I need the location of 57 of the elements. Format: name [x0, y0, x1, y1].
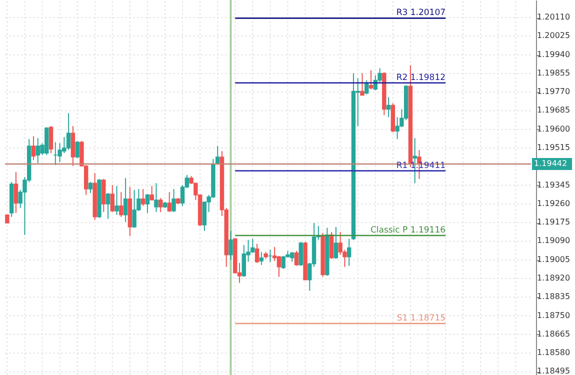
candlestick: [298, 241, 303, 266]
y-tick-label: 1.19090: [537, 236, 570, 246]
candlestick: [150, 185, 154, 200]
candlestick: [334, 226, 338, 260]
candlestick: [329, 232, 334, 260]
ref-line-label: 1.19442: [534, 159, 568, 168]
candlestick: [346, 238, 352, 266]
ref-line-label: Classic P 1.19116: [370, 226, 446, 236]
y-tick-label: 1.20110: [537, 12, 570, 22]
candlestick: [276, 255, 282, 278]
candlestick: [368, 70, 374, 90]
candlestick: [70, 126, 76, 167]
y-tick-label: 1.19770: [537, 87, 570, 96]
y-tick-label: 1.19600: [537, 124, 570, 134]
ref-line-label: R3 1.20107: [396, 8, 446, 18]
y-tick-label: 1.19005: [537, 254, 570, 264]
y-tick-label: 1.19515: [537, 143, 570, 152]
candlestick: [364, 80, 369, 95]
candlestick: [154, 182, 158, 213]
y-tick-label: 1.18495: [537, 366, 570, 375]
candlestick: [158, 198, 163, 213]
y-tick-label: 1.19855: [537, 68, 570, 78]
y-tick-label: 1.19685: [537, 106, 570, 115]
y-tick-label: 1.18920: [537, 274, 570, 283]
candlestick: [254, 243, 260, 264]
ref-line-label: R2 1.19812: [396, 72, 446, 83]
candlestick: [119, 192, 124, 218]
y-tick-label: 1.19260: [537, 198, 570, 208]
y-tick-label: 1.19940: [537, 50, 570, 59]
y-tick-label: 1.19175: [537, 218, 570, 227]
y-tick-label: 1.18750: [537, 310, 570, 320]
candlestick: [172, 188, 176, 213]
y-tick-label: 1.20025: [537, 31, 570, 40]
candlestick: [106, 192, 110, 220]
candlestick: [110, 184, 114, 213]
candlestick: [360, 72, 364, 96]
candlestick: [114, 185, 119, 216]
candlestick: [294, 250, 299, 266]
candlestick: [386, 96, 391, 118]
candlestick: [88, 182, 93, 194]
y-tick-label: 1.18835: [537, 292, 570, 302]
candlestick: [145, 194, 150, 214]
y-tick-label: 1.18580: [537, 348, 570, 358]
candlestick: [228, 230, 233, 260]
ref-line-label: S1 1.18715: [396, 313, 446, 324]
y-tick-label: 1.19345: [537, 180, 570, 190]
candlestick: [140, 188, 146, 206]
candlestick: [259, 251, 264, 266]
candlestick: [14, 172, 18, 214]
y-tick-label: 1.18665: [537, 329, 570, 338]
candlestick: [48, 126, 54, 154]
candlestick: [31, 136, 36, 161]
candlestick: [167, 192, 172, 213]
candlestick: [66, 112, 71, 150]
candlestick: [123, 178, 128, 222]
candlestick: [75, 140, 80, 159]
candlestick: [102, 178, 106, 213]
